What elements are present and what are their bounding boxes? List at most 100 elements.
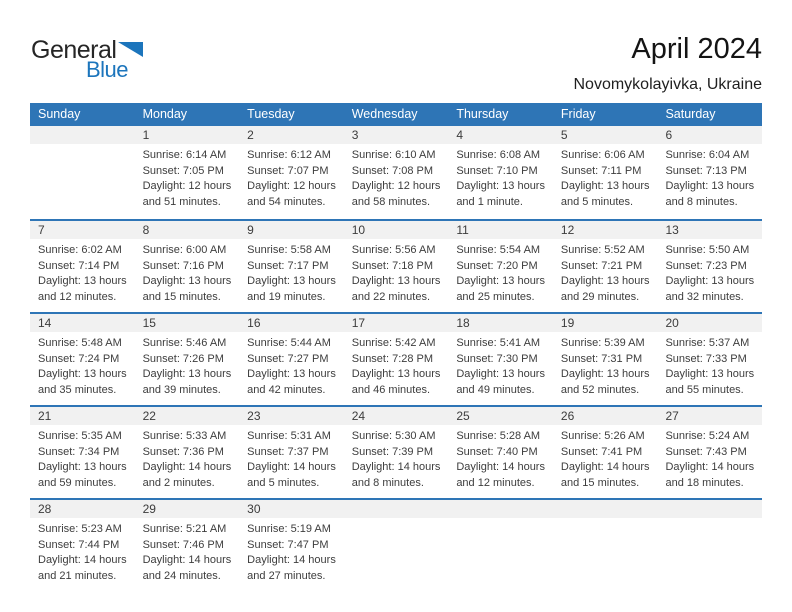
daylight-text: Daylight: 13 hours and 12 minutes. (38, 275, 127, 303)
sunset-text: Sunset: 7:28 PM (351, 352, 434, 365)
daylight-text: Daylight: 13 hours and 8 minutes. (665, 180, 755, 208)
daylight-text: Daylight: 13 hours and 52 minutes. (560, 368, 650, 396)
day-info: Sunrise: 6:12 AM Sunset: 7:07 PM Daylight:… (239, 144, 344, 210)
daylight-text: Daylight: 12 hours and 54 minutes. (247, 180, 336, 208)
daylight-text: Daylight: 14 hours and 18 minutes. (665, 461, 755, 489)
day-info: Sunrise: 5:33 AM Sunset: 7:36 PM Daylight:… (135, 425, 240, 491)
sunrise-text: Sunrise: 6:00 AM (142, 244, 227, 256)
day-number: 7 (30, 221, 135, 239)
day-cell: 10 Sunrise: 5:56 AM Sunset: 7:18 PM Dayligh… (343, 221, 449, 312)
week-row: 7 Sunrise: 6:02 AM Sunset: 7:14 PM Daylight… (30, 219, 763, 312)
sunset-text: Sunset: 7:33 PM (665, 352, 747, 365)
sunrise-text: Sunrise: 6:04 AM (665, 149, 750, 161)
sunset-text: Sunset: 7:23 PM (665, 259, 747, 272)
day-cell: 30 Sunrise: 5:19 AM Sunset: 7:47 PM Dayligh… (239, 500, 344, 591)
day-number: 25 (448, 407, 553, 425)
daylight-text: Daylight: 13 hours and 25 minutes. (456, 275, 545, 303)
day-number: 30 (239, 500, 344, 518)
daylight-text: Daylight: 13 hours and 35 minutes. (38, 368, 127, 396)
day-number: 19 (552, 314, 658, 332)
day-number: 5 (552, 126, 658, 144)
day-number: 11 (448, 221, 553, 239)
day-info: Sunrise: 5:46 AM Sunset: 7:26 PM Daylight:… (135, 332, 240, 398)
sunrise-text: Sunrise: 5:23 AM (38, 523, 122, 535)
sunrise-text: Sunrise: 5:31 AM (247, 430, 331, 442)
day-number (657, 500, 763, 518)
day-number: 1 (134, 126, 240, 144)
day-cell: 20 Sunrise: 5:37 AM Sunset: 7:33 PM Dayligh… (657, 314, 763, 405)
day-info: Sunrise: 5:37 AM Sunset: 7:33 PM Daylight:… (657, 332, 762, 398)
sunset-text: Sunset: 7:05 PM (142, 164, 224, 177)
day-cell: 21 Sunrise: 5:35 AM Sunset: 7:34 PM Dayligh… (30, 407, 135, 498)
sunset-text: Sunset: 7:13 PM (665, 164, 747, 177)
sunset-text: Sunset: 7:36 PM (142, 445, 224, 458)
sunrise-text: Sunrise: 5:54 AM (456, 244, 541, 256)
daylight-text: Daylight: 13 hours and 15 minutes. (142, 275, 232, 303)
sunrise-text: Sunrise: 5:26 AM (560, 430, 645, 442)
day-cell: 13 Sunrise: 5:50 AM Sunset: 7:23 PM Dayligh… (657, 221, 763, 312)
day-number: 27 (657, 407, 763, 425)
sunrise-text: Sunrise: 6:06 AM (560, 149, 645, 161)
sunrise-text: Sunrise: 5:33 AM (142, 430, 227, 442)
weekday-header-tuesday: Tuesday (247, 107, 295, 121)
daylight-text: Daylight: 13 hours and 55 minutes. (665, 368, 755, 396)
sunset-text: Sunset: 7:11 PM (560, 164, 642, 177)
sunrise-text: Sunrise: 5:44 AM (247, 337, 331, 349)
sunrise-text: Sunrise: 5:41 AM (456, 337, 541, 349)
sunrise-text: Sunrise: 5:37 AM (665, 337, 750, 349)
sunrise-text: Sunrise: 6:02 AM (38, 244, 122, 256)
day-cell: 11 Sunrise: 5:54 AM Sunset: 7:20 PM Dayligh… (448, 221, 553, 312)
daylight-text: Daylight: 12 hours and 51 minutes. (142, 180, 232, 208)
daylight-text: Daylight: 14 hours and 15 minutes. (560, 461, 650, 489)
weekday-header-wednesday: Wednesday (351, 107, 418, 121)
day-info: Sunrise: 5:39 AM Sunset: 7:31 PM Daylight:… (553, 332, 658, 398)
day-cell: 29 Sunrise: 5:21 AM Sunset: 7:46 PM Dayligh… (134, 500, 240, 591)
day-number: 16 (239, 314, 344, 332)
weekday-header-sunday: Sunday (38, 107, 81, 121)
day-number: 13 (657, 221, 763, 239)
day-cell: 1 Sunrise: 6:14 AM Sunset: 7:05 PM Daylight… (134, 126, 240, 219)
calendar-weeks: 1 Sunrise: 6:14 AM Sunset: 7:05 PM Daylight… (30, 126, 763, 591)
day-number: 28 (30, 500, 135, 518)
day-number: 23 (239, 407, 344, 425)
day-info: Sunrise: 6:06 AM Sunset: 7:11 PM Daylight:… (553, 144, 658, 210)
day-number: 6 (657, 126, 763, 144)
day-cell-empty (448, 500, 553, 591)
sunrise-text: Sunrise: 5:58 AM (247, 244, 331, 256)
sunset-text: Sunset: 7:17 PM (247, 259, 329, 272)
day-info: Sunrise: 5:23 AM Sunset: 7:44 PM Daylight:… (30, 518, 135, 584)
daylight-text: Daylight: 14 hours and 24 minutes. (142, 554, 232, 582)
day-info: Sunrise: 5:41 AM Sunset: 7:30 PM Daylight:… (448, 332, 553, 398)
sunset-text: Sunset: 7:26 PM (142, 352, 224, 365)
day-info: Sunrise: 5:42 AM Sunset: 7:28 PM Daylight:… (344, 332, 449, 398)
day-info: Sunrise: 5:21 AM Sunset: 7:46 PM Daylight:… (135, 518, 240, 584)
week-row: 21 Sunrise: 5:35 AM Sunset: 7:34 PM Dayligh… (30, 405, 763, 498)
sunrise-text: Sunrise: 5:30 AM (351, 430, 436, 442)
day-cell: 17 Sunrise: 5:42 AM Sunset: 7:28 PM Dayligh… (343, 314, 449, 405)
sunset-text: Sunset: 7:24 PM (38, 352, 120, 365)
day-cell: 15 Sunrise: 5:46 AM Sunset: 7:26 PM Dayligh… (134, 314, 240, 405)
day-info: Sunrise: 6:00 AM Sunset: 7:16 PM Daylight:… (135, 239, 240, 305)
daylight-text: Daylight: 14 hours and 21 minutes. (38, 554, 127, 582)
sunset-text: Sunset: 7:14 PM (38, 259, 120, 272)
day-number: 4 (448, 126, 553, 144)
day-info: Sunrise: 5:54 AM Sunset: 7:20 PM Daylight:… (448, 239, 553, 305)
day-cell-empty (657, 500, 763, 591)
general-blue-logo: General Blue (31, 37, 144, 81)
day-cell: 3 Sunrise: 6:10 AM Sunset: 7:08 PM Daylight… (343, 126, 449, 219)
day-cell: 26 Sunrise: 5:26 AM Sunset: 7:41 PM Dayligh… (552, 407, 658, 498)
sunrise-text: Sunrise: 5:46 AM (142, 337, 227, 349)
day-number: 3 (343, 126, 449, 144)
weekday-header-friday: Friday (560, 107, 596, 121)
weekday-header-monday: Monday (142, 107, 188, 121)
day-info: Sunrise: 5:44 AM Sunset: 7:27 PM Daylight:… (239, 332, 344, 398)
daylight-text: Daylight: 14 hours and 27 minutes. (247, 554, 336, 582)
day-cell: 16 Sunrise: 5:44 AM Sunset: 7:27 PM Dayligh… (239, 314, 344, 405)
day-cell: 2 Sunrise: 6:12 AM Sunset: 7:07 PM Daylight… (239, 126, 344, 219)
sunset-text: Sunset: 7:31 PM (560, 352, 643, 365)
daylight-text: Daylight: 13 hours and 59 minutes. (38, 461, 127, 489)
day-info: Sunrise: 5:19 AM Sunset: 7:47 PM Daylight:… (239, 518, 344, 584)
day-info: Sunrise: 6:10 AM Sunset: 7:08 PM Daylight:… (344, 144, 449, 210)
sunset-text: Sunset: 7:46 PM (142, 538, 224, 551)
day-number: 21 (30, 407, 135, 425)
